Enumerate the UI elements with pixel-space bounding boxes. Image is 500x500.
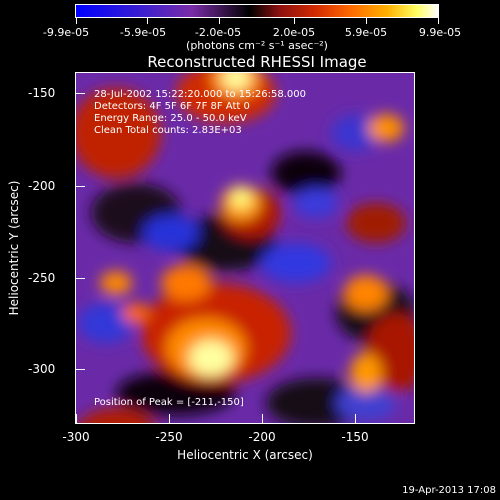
colorbar-label: -2.0e-05 [194, 26, 242, 39]
peak-position-annotation: Position of Peak = [-211,-150] [94, 397, 244, 408]
detectors-annotation: Detectors: 4F 5F 6F 7F 8F Att 0 [94, 101, 250, 112]
method-counts-annotation: Clean Total counts: 2.83E+03 [94, 125, 242, 136]
colorbar-label: 2.0e-05 [272, 26, 316, 39]
colorbar-tick [438, 18, 439, 24]
colorbar-tick [147, 18, 148, 24]
timestamp: 19-Apr-2013 17:08 [402, 485, 496, 496]
y-tick-mark [75, 278, 85, 279]
x-axis-label: Heliocentric X (arcsec) [177, 448, 313, 462]
colorbar-tick [219, 18, 220, 24]
x-tick-label: -200 [248, 430, 276, 444]
colorbar-label: -9.9e-05 [42, 26, 90, 39]
x-tick-label: -150 [341, 430, 369, 444]
colorbar-tick [76, 18, 77, 24]
x-tick-mark [76, 414, 77, 424]
x-tick-mark [169, 414, 170, 424]
y-tick-label: -150 [28, 86, 56, 100]
x-tick-label: -250 [155, 430, 183, 444]
rhessi-image [75, 72, 415, 424]
y-axis-label: Heliocentric Y (arcsec) [7, 180, 21, 316]
energy-range-annotation: Energy Range: 25.0 - 50.0 keV [94, 113, 247, 124]
y-tick-label: -300 [28, 362, 56, 376]
colorbar-tick [294, 18, 295, 24]
colorbar-label: 9.9e-05 [418, 26, 462, 39]
x-tick-label: -300 [62, 430, 90, 444]
y-tick-mark [75, 186, 85, 187]
colorbar-tick [366, 18, 367, 24]
image-title: Reconstructed RHESSI Image [147, 53, 367, 71]
y-tick-mark [75, 369, 85, 370]
y-tick-label: -250 [28, 271, 56, 285]
y-tick-label: -200 [28, 179, 56, 193]
y-tick-mark [75, 93, 85, 94]
colorbar-label: -5.9e-05 [119, 26, 167, 39]
x-tick-mark [355, 414, 356, 424]
colorbar-units: (photons cm⁻² s⁻¹ asec⁻²) [186, 39, 328, 52]
colorbar-label: 5.9e-05 [344, 26, 388, 39]
time-range-annotation: 28-Jul-2002 15:22:20.000 to 15:26:58.000 [94, 89, 306, 100]
rhessi-image-map [76, 73, 414, 423]
colorbar [75, 4, 439, 18]
x-tick-mark [262, 414, 263, 424]
